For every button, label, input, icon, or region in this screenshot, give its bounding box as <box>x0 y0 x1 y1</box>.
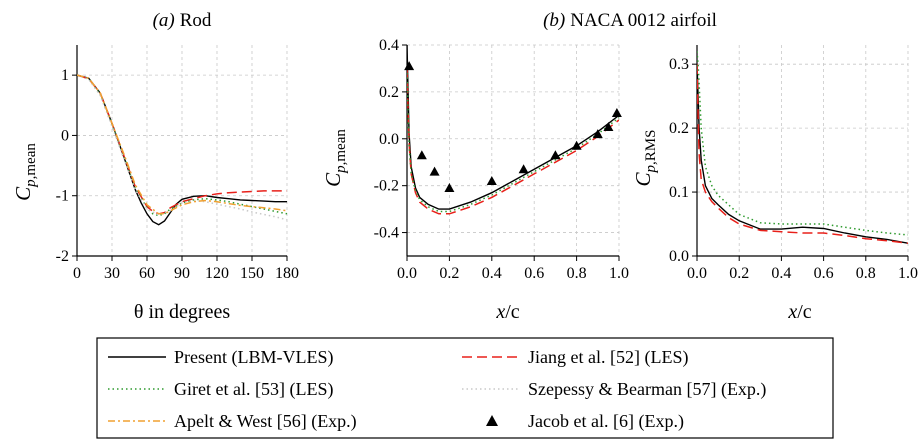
series-line <box>407 68 619 215</box>
y-tick-label: 0.2 <box>669 120 689 137</box>
legend-item: Jiang et al. [52] (LES) <box>462 347 688 368</box>
series-line <box>77 74 287 215</box>
y-tick-label: 0.3 <box>669 56 689 73</box>
series-line <box>77 74 287 215</box>
data-marker <box>444 183 455 193</box>
legend-item: Apelt & West [56] (Exp.) <box>108 411 357 432</box>
series-line <box>77 74 287 221</box>
legend-item: Giret et al. [53] (LES) <box>108 379 333 400</box>
series-line <box>697 64 908 244</box>
legend-label: Giret et al. [53] (LES) <box>174 379 333 400</box>
plot-1: 0.0 0.2 0.4 0.6 0.8 1.0 -0.4 -0.2 0.0 0.2 0.4 <box>374 37 629 282</box>
x-tick-label: 0.8 <box>856 265 876 282</box>
y-tick-label: 0.2 <box>379 84 399 101</box>
y-tick-label: 0.0 <box>379 131 399 148</box>
x-tick-label: 60 <box>139 265 155 282</box>
legend-label: Jacob et al. [6] (Exp.) <box>528 411 684 432</box>
panel-c-ylabel: Cp,RMS <box>631 130 659 187</box>
y-tick-label: -0.4 <box>374 225 399 242</box>
legend-item: Szepessy & Bearman [57] (Exp.) <box>462 379 766 400</box>
data-marker <box>416 150 427 160</box>
y-tick-label: 1 <box>61 67 69 84</box>
legend-label: Apelt & West [56] (Exp.) <box>174 411 357 432</box>
data-marker <box>404 61 415 71</box>
series-line <box>697 64 908 244</box>
y-tick-label: 0.0 <box>669 248 689 265</box>
x-tick-label: 0.4 <box>771 265 791 282</box>
data-marker <box>486 175 497 185</box>
y-tick-label: 0.4 <box>379 37 399 54</box>
legend-label: Present (LBM-VLES) <box>174 347 333 368</box>
series-line <box>697 51 908 236</box>
y-tick-label: -2 <box>56 248 69 265</box>
x-tick-label: 120 <box>205 265 229 282</box>
data-marker <box>611 107 622 117</box>
legend-marker <box>486 415 498 426</box>
panel-c-xlabel: x/c <box>787 301 811 323</box>
panel-b-title: (b) NACA 0012 airfoil <box>543 10 717 31</box>
x-tick-label: 180 <box>275 265 299 282</box>
panel-a-xlabel: θ in degrees <box>134 301 230 323</box>
data-marker <box>550 150 561 160</box>
series-line <box>77 74 287 217</box>
x-tick-label: 0.0 <box>687 265 707 282</box>
panel-b-prefix: (b) <box>543 10 565 31</box>
data-marker <box>571 140 582 150</box>
x-tick-label: 150 <box>240 265 264 282</box>
x-tick-label: 0.6 <box>524 265 544 282</box>
series-line <box>407 44 619 210</box>
y-tick-label: -0.2 <box>374 178 399 195</box>
panel-b-ylabel: Cp,mean <box>321 129 349 187</box>
legend-label: Jiang et al. [52] (LES) <box>528 347 688 368</box>
legend-item: Jacob et al. [6] (Exp.) <box>486 411 684 432</box>
y-tick-label: -1 <box>56 188 69 205</box>
panel-a-prefix: (a) <box>153 10 175 31</box>
legend-box <box>96 337 834 439</box>
panel-a-name: Rod <box>180 10 212 31</box>
legend-item: Present (LBM-VLES) <box>108 347 333 368</box>
panel-b-xlabel: x/c <box>495 301 519 323</box>
x-tick-label: 0.4 <box>482 265 502 282</box>
data-marker <box>518 164 529 174</box>
x-tick-label: 0.8 <box>567 265 587 282</box>
x-tick-label: 90 <box>174 265 190 282</box>
data-marker <box>592 129 603 139</box>
y-tick-label: 0 <box>61 127 69 144</box>
data-marker <box>429 166 440 176</box>
x-tick-label: 30 <box>104 265 120 282</box>
y-tick-label: 0.1 <box>669 184 689 201</box>
panel-a-title: (a) Rod <box>153 10 212 31</box>
plot-2: 0.0 0.2 0.4 0.6 0.8 1.0 0.0 0.1 0.2 0.3 <box>669 45 918 282</box>
data-marker <box>603 122 614 132</box>
x-tick-label: 0.2 <box>439 265 459 282</box>
x-tick-label: 1.0 <box>898 265 918 282</box>
legend-label: Szepessy & Bearman [57] (Exp.) <box>528 379 766 400</box>
x-tick-label: 0.6 <box>814 265 834 282</box>
x-tick-label: 0.2 <box>729 265 749 282</box>
x-tick-label: 0.0 <box>397 265 417 282</box>
x-tick-label: 1.0 <box>609 265 629 282</box>
panel-b-name: NACA 0012 airfoil <box>570 10 717 31</box>
x-tick-label: 0 <box>73 265 81 282</box>
panel-a-ylabel: Cp,mean <box>11 143 39 201</box>
series-line <box>407 68 619 213</box>
plot-0: 0 30 60 90 120 150 180 -2 -1 0 1 <box>56 45 299 282</box>
